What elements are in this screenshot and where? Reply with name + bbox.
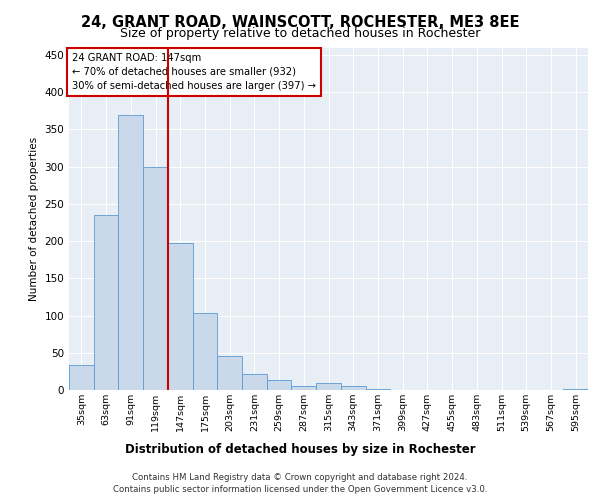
Bar bbox=[341, 386, 365, 390]
Bar bbox=[217, 356, 242, 390]
Y-axis label: Number of detached properties: Number of detached properties bbox=[29, 136, 39, 301]
Bar bbox=[94, 215, 118, 390]
Bar bbox=[193, 312, 217, 390]
Bar bbox=[267, 380, 292, 390]
Bar bbox=[365, 388, 390, 390]
Text: 24, GRANT ROAD, WAINSCOTT, ROCHESTER, ME3 8EE: 24, GRANT ROAD, WAINSCOTT, ROCHESTER, ME… bbox=[81, 15, 519, 30]
Bar bbox=[316, 382, 341, 390]
Bar bbox=[168, 244, 193, 390]
Bar bbox=[292, 386, 316, 390]
Bar bbox=[118, 114, 143, 390]
Text: Contains HM Land Registry data © Crown copyright and database right 2024.: Contains HM Land Registry data © Crown c… bbox=[132, 472, 468, 482]
Text: Contains public sector information licensed under the Open Government Licence v3: Contains public sector information licen… bbox=[113, 485, 487, 494]
Bar bbox=[563, 388, 588, 390]
Text: 24 GRANT ROAD: 147sqm
← 70% of detached houses are smaller (932)
30% of semi-det: 24 GRANT ROAD: 147sqm ← 70% of detached … bbox=[71, 52, 316, 90]
Text: Distribution of detached houses by size in Rochester: Distribution of detached houses by size … bbox=[125, 442, 475, 456]
Bar bbox=[143, 166, 168, 390]
Bar bbox=[69, 366, 94, 390]
Text: Size of property relative to detached houses in Rochester: Size of property relative to detached ho… bbox=[120, 28, 480, 40]
Bar bbox=[242, 374, 267, 390]
